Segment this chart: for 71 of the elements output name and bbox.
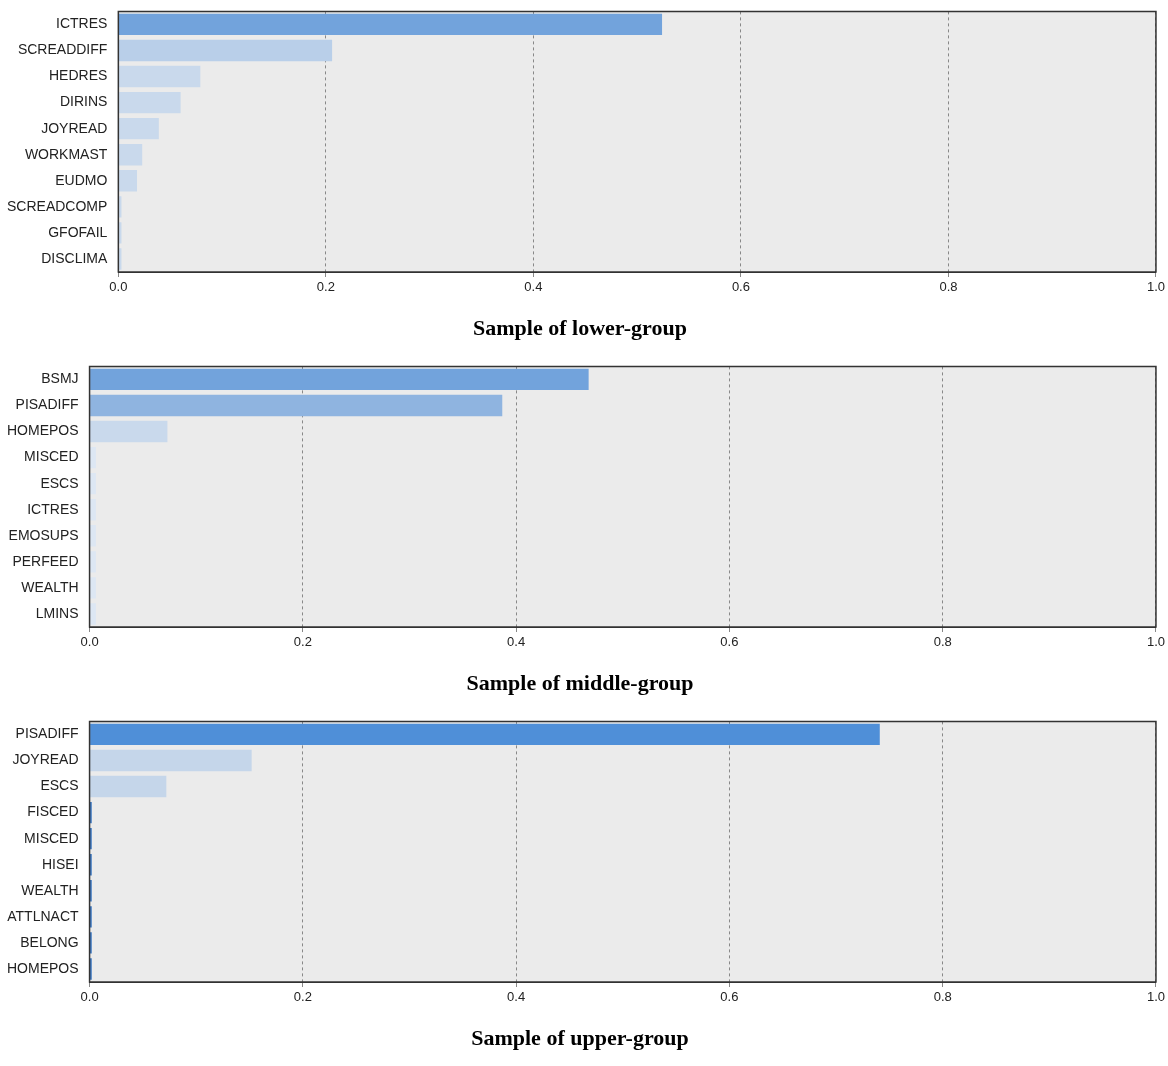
- x-tick-label: 0.0: [80, 989, 99, 1005]
- y-tick-label: ESCS: [40, 474, 79, 491]
- bar: [90, 499, 96, 521]
- x-tick-label: 1.0: [1146, 634, 1165, 650]
- x-tick-label: 0.8: [933, 634, 952, 650]
- y-tick-label: ESCS: [40, 777, 79, 794]
- x-tick-label: 0.2: [293, 634, 312, 650]
- bar: [90, 577, 96, 599]
- y-tick-label: WEALTH: [21, 881, 79, 898]
- y-tick-label: GFOFAIL: [48, 223, 108, 240]
- y-tick-label: BELONG: [20, 933, 79, 950]
- x-tick-label: 0.2: [316, 279, 335, 295]
- y-tick-label: WORKMAST: [24, 145, 108, 162]
- y-tick-label: PERFEED: [12, 552, 79, 569]
- y-tick-label: SCREADDIFF: [17, 41, 108, 58]
- bar: [90, 775, 167, 798]
- y-tick-label: BSMJ: [41, 370, 79, 387]
- x-tick-label: 0.0: [80, 634, 99, 650]
- bar: [90, 525, 96, 547]
- y-tick-label: HISEI: [41, 855, 79, 872]
- bar: [90, 420, 168, 443]
- x-tick-label: 0.6: [720, 634, 739, 650]
- bar: [90, 368, 589, 391]
- y-tick-label: HOMEPOS: [6, 959, 79, 976]
- y-tick-label: ICTRES: [56, 15, 108, 32]
- y-tick-label: JOYREAD: [41, 119, 108, 136]
- x-tick-label: 0.8: [933, 989, 952, 1005]
- x-tick-label: 0.8: [939, 279, 958, 295]
- bar: [90, 446, 96, 469]
- bar: [90, 551, 96, 573]
- y-tick-label: PISADIFF: [15, 396, 79, 413]
- y-tick-label: DIRINS: [59, 93, 108, 110]
- text: Sample of upper-group: [471, 1025, 689, 1051]
- x-tick-label: 0.4: [507, 634, 526, 650]
- y-tick-label: EUDMO: [55, 171, 108, 188]
- x-tick-label: 0.2: [293, 989, 312, 1005]
- bar: [118, 117, 159, 140]
- x-tick-label: 1.0: [1146, 989, 1165, 1005]
- x-tick-label: 0.6: [731, 279, 750, 295]
- y-tick-label: ATTLNACT: [7, 907, 79, 924]
- x-tick-label: 0.0: [109, 279, 128, 295]
- y-tick-label: MISCED: [24, 829, 79, 846]
- x-tick-label: 0.4: [507, 989, 526, 1005]
- y-tick-label: EMOSUPS: [8, 526, 79, 543]
- bar: [118, 39, 333, 62]
- y-tick-label: WEALTH: [21, 578, 79, 595]
- bar: [90, 472, 96, 495]
- bar: [118, 91, 181, 114]
- y-tick-label: HEDRES: [48, 67, 108, 84]
- bar: [90, 723, 880, 746]
- y-tick-label: DISCLIMA: [41, 249, 109, 266]
- text: Sample of lower-group: [473, 315, 687, 341]
- bar: [118, 13, 663, 36]
- y-tick-label: FISCED: [27, 803, 79, 820]
- y-tick-label: MISCED: [24, 448, 79, 465]
- bar: [90, 749, 252, 772]
- y-tick-label: SCREADCOMP: [6, 197, 108, 214]
- y-tick-label: LMINS: [35, 604, 79, 621]
- x-tick-label: 0.4: [524, 279, 543, 295]
- bar: [90, 394, 503, 417]
- text: Sample of middle-group: [466, 670, 694, 696]
- y-tick-label: HOMEPOS: [6, 422, 79, 439]
- y-tick-label: PISADIFF: [15, 725, 79, 742]
- x-tick-label: 1.0: [1146, 279, 1165, 295]
- bar: [118, 65, 201, 88]
- bar: [118, 170, 138, 192]
- bar: [90, 603, 96, 625]
- bar: [118, 144, 143, 166]
- x-tick-label: 0.6: [720, 989, 739, 1005]
- y-tick-label: JOYREAD: [12, 751, 79, 768]
- y-tick-label: ICTRES: [27, 500, 79, 517]
